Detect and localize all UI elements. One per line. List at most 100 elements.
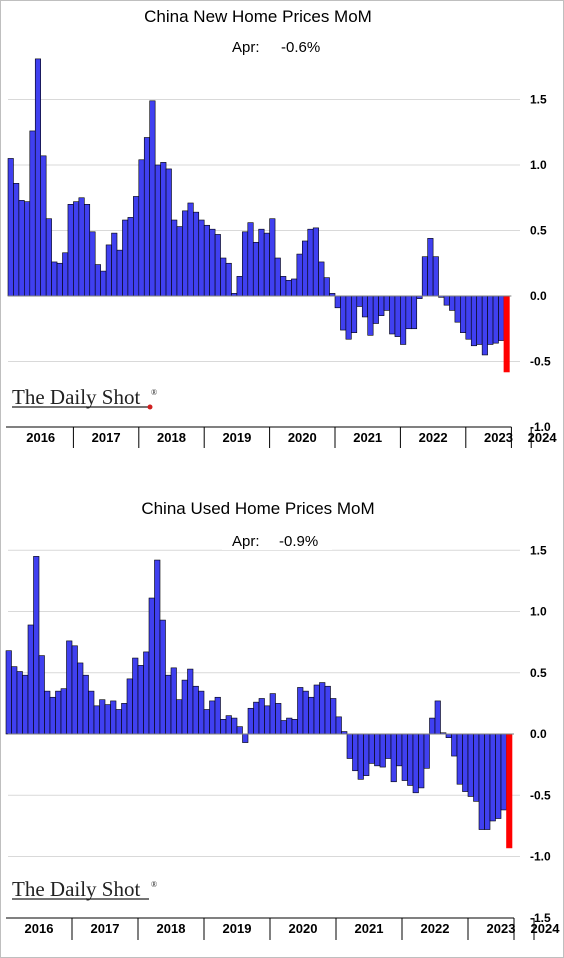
bar: [27, 624, 34, 735]
x-axis: 2016 2017 2018 2019 2020 2021 2022 2023 2024: [6, 917, 561, 940]
y-tick-label: -1.0: [530, 850, 551, 864]
bar: [132, 657, 139, 735]
bar: [148, 597, 155, 735]
bar: [176, 226, 183, 297]
bar: [264, 705, 271, 735]
y-tick-label: -0.5: [530, 788, 551, 802]
bar: [324, 685, 331, 735]
bar: [220, 718, 227, 735]
bar: [84, 204, 91, 297]
bar: [410, 295, 418, 330]
x-tick-label: 2021: [353, 430, 382, 445]
bar: [49, 696, 56, 735]
bar: [421, 256, 428, 297]
bar: [467, 733, 474, 797]
bar: [434, 700, 441, 735]
bar: [357, 733, 364, 780]
bar: [456, 733, 463, 785]
chart-title: China Used Home Prices MoM: [141, 499, 374, 518]
bar: [73, 201, 80, 297]
bar: [143, 137, 150, 297]
bar: [481, 295, 488, 356]
bar: [13, 183, 20, 297]
bar: [335, 716, 342, 735]
bar: [280, 720, 287, 735]
daily-shot-logo: The Daily Shot ®: [12, 385, 157, 410]
bar: [242, 231, 249, 297]
bar: [247, 222, 254, 297]
bar: [55, 690, 62, 735]
subtitle-label: Apr:: [232, 39, 260, 56]
bar: [193, 211, 200, 297]
bar: [323, 277, 330, 297]
bar: [274, 257, 281, 297]
y-tick-label: 1.5: [530, 93, 547, 107]
bar: [176, 699, 183, 735]
y-tick-label: 0.5: [530, 224, 547, 238]
bar: [465, 295, 472, 340]
daily-shot-logo: The Daily Shot ®: [12, 877, 157, 901]
bar: [67, 204, 74, 297]
bar: [495, 733, 502, 819]
bar: [319, 682, 326, 735]
bar: [401, 733, 408, 781]
bar: [429, 717, 436, 735]
bar: [40, 155, 47, 297]
bar: [351, 295, 358, 333]
logo-dot: [147, 404, 153, 410]
x-tick-label: 2024: [531, 921, 561, 936]
bar: [29, 130, 36, 297]
bar: [99, 699, 106, 735]
bar: [11, 666, 18, 735]
bar: [297, 687, 304, 735]
bar: [51, 261, 58, 297]
bar: [182, 210, 189, 297]
y-tick-label: 0.0: [530, 289, 547, 303]
bar: [225, 715, 232, 735]
bar: [203, 224, 210, 297]
bar: [154, 559, 161, 735]
bar: [308, 696, 315, 735]
bar: [93, 705, 100, 735]
bar: [127, 217, 134, 297]
bar: [307, 228, 314, 297]
x-tick-label: 2020: [288, 430, 317, 445]
bar: [418, 733, 425, 789]
bar: [154, 164, 161, 297]
bar: [313, 684, 320, 735]
bar: [407, 733, 414, 786]
bar: [390, 733, 397, 783]
bar: [159, 619, 166, 735]
gridlines: [8, 549, 520, 857]
bar: [445, 733, 452, 738]
y-tick-label: 0.5: [530, 666, 547, 680]
used-home-prices-chart: 1.51.00.50.0-0.5-1.0-1.5 2016 2017 2018 201…: [5, 499, 561, 940]
y-tick-label: 1.0: [530, 605, 547, 619]
bar: [220, 257, 227, 297]
bar: [231, 717, 238, 735]
bar: [291, 278, 298, 297]
bar: [88, 690, 95, 735]
bar: [258, 698, 265, 735]
bar: [489, 733, 496, 822]
bar: [258, 228, 265, 297]
bar: [378, 295, 385, 316]
x-tick-label: 2020: [289, 921, 318, 936]
bar: [7, 158, 14, 297]
bar: [374, 733, 381, 767]
bar: [16, 671, 23, 735]
bar: [122, 219, 129, 297]
new-home-prices-chart: 1.5 1.0 0.5 0.0 -0.5 -1.0 2016 2017 2018 2019 202…: [6, 7, 557, 448]
subtitle-box: [222, 34, 332, 56]
bar: [470, 295, 477, 347]
bar: [269, 218, 276, 297]
subtitle-label: Apr:: [232, 533, 260, 550]
bar: [462, 733, 469, 792]
bar: [165, 674, 172, 735]
bar: [269, 693, 276, 735]
bar: [110, 700, 117, 735]
y-tick-label: 0.0: [530, 727, 547, 741]
bar: [209, 700, 216, 735]
bar: [78, 197, 85, 297]
bar: [498, 295, 505, 341]
